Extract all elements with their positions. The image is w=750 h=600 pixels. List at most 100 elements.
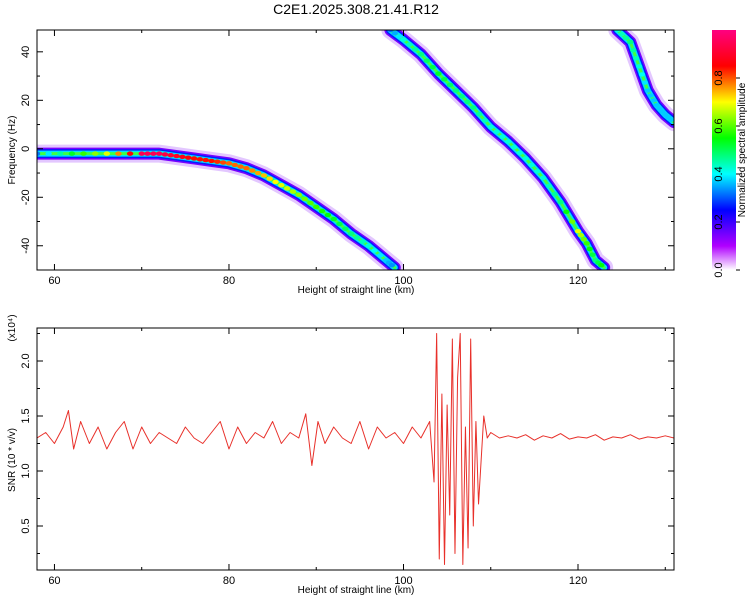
trace-amplitude-blob: [522, 156, 529, 161]
trace-amplitude-blob: [551, 191, 558, 197]
trace-amplitude-blob: [563, 209, 570, 215]
trace-amplitude-blob: [644, 88, 652, 93]
trace-amplitude-blob: [307, 200, 314, 206]
spectrogram-x-ticks: 60 80 100 120: [48, 30, 666, 287]
trace-amplitude-blob: [173, 153, 180, 159]
trace-amplitude-blob: [641, 80, 649, 85]
trace-amplitude-blob: [650, 98, 657, 103]
trace-amplitude-blob: [266, 176, 273, 181]
x-tick-label: 100: [394, 275, 412, 287]
colorbar-gradient: [712, 30, 736, 270]
trace-amplitude-blob: [150, 151, 157, 156]
trace-amplitude-blob: [638, 72, 646, 77]
trace-amplitude-blob: [301, 196, 308, 202]
trace-amplitude-blob: [493, 129, 500, 135]
spectrogram-y-label: Frequency (Hz): [7, 116, 18, 185]
snr-y-scale-label: (x10⁴): [7, 314, 18, 341]
trace-amplitude-blob: [487, 124, 494, 130]
trace-amplitude-blob: [214, 159, 221, 164]
colorbar-tick-label: 0.4: [713, 166, 725, 181]
trace-amplitude-blob: [395, 34, 403, 39]
trace-amplitude-blob: [577, 233, 585, 238]
trace-amplitude-blob: [411, 47, 419, 52]
y-tick-label: 1.5: [20, 408, 32, 423]
trace-amplitude-blob: [80, 151, 87, 156]
y-tick-label: 40: [20, 46, 32, 58]
trace-amplitude-blob: [586, 246, 593, 252]
y-tick-label: 20: [20, 94, 32, 106]
spectrogram-traces: [37, 30, 674, 270]
y-tick-label: -40: [20, 238, 32, 254]
trace-amplitude-blob: [260, 173, 268, 178]
trace-amplitude-blob: [653, 102, 660, 108]
trace-amplitude-blob: [324, 212, 332, 218]
trace-amplitude-blob: [505, 139, 512, 144]
trace-amplitude-blob: [295, 192, 302, 198]
trace-amplitude-blob: [196, 157, 204, 162]
colorbar-tick-label: 0.8: [713, 70, 725, 85]
trace-amplitude-blob: [37, 151, 41, 156]
y-tick-label: 0.5: [20, 518, 32, 533]
trace-amplitude-blob: [103, 151, 111, 156]
trace-amplitude-blob: [353, 235, 361, 240]
trace-amplitude-blob: [57, 151, 64, 156]
trace-amplitude-blob: [388, 262, 396, 268]
trace-amplitude-blob: [237, 164, 244, 169]
y-tick-label: -20: [20, 189, 32, 205]
trace-amplitude-blob: [528, 162, 535, 168]
trace-amplitude-blob: [568, 219, 576, 224]
trace-amplitude-blob: [336, 221, 343, 227]
trace-amplitude-blob: [167, 153, 174, 158]
snr-x-label: Height of straight line (km): [298, 585, 415, 596]
trace-amplitude-blob: [225, 161, 233, 166]
colorbar-tick-label: 0.2: [713, 214, 725, 229]
colorbar-label: Normalized spectral amplitude: [737, 82, 748, 217]
x-tick-label: 80: [223, 575, 235, 587]
trace-amplitude-blob: [446, 82, 454, 88]
trace-amplitude-blob: [185, 155, 192, 160]
trace-amplitude-blob: [365, 243, 372, 248]
trace-amplitude-blob: [429, 64, 436, 70]
snr-series: [37, 333, 674, 565]
trace-amplitude-blob: [539, 175, 547, 181]
x-tick-label: 60: [48, 575, 60, 587]
spectrogram-panel: 60 80 100 120 -40 -20 0 20 40 Height of straigh…: [7, 29, 675, 296]
trace-amplitude-blob: [647, 93, 654, 98]
snr-y-label: SNR (10 * v/v): [7, 428, 18, 492]
trace-amplitude-blob: [278, 182, 285, 188]
trace-amplitude-blob: [614, 30, 621, 33]
trace-amplitude-blob: [179, 154, 186, 160]
trace-amplitude-blob: [406, 42, 413, 47]
trace-amplitude-blob: [481, 118, 489, 123]
trace-amplitude-blob: [347, 231, 355, 236]
spectrogram-x-label: Height of straight line (km): [298, 285, 415, 296]
trace-amplitude-blob: [622, 35, 630, 41]
trace-amplitude-blob: [458, 94, 465, 99]
trace-amplitude-blob: [243, 165, 250, 171]
trace-amplitude-blob: [202, 157, 209, 163]
trace-amplitude-blob: [68, 151, 76, 156]
trace-amplitude-blob: [627, 39, 634, 45]
trace-amplitude-blob: [254, 170, 262, 176]
trace-amplitude-blob: [659, 109, 666, 114]
trace-amplitude-blob: [580, 237, 588, 242]
trace-amplitude-blob: [464, 99, 471, 105]
x-tick-label: 120: [569, 575, 587, 587]
trace-amplitude-blob: [377, 253, 384, 258]
trace-amplitude-blob: [423, 58, 430, 63]
trace-amplitude-blob: [400, 37, 407, 42]
trace-amplitude-blob: [283, 186, 291, 191]
trace-amplitude-blob: [534, 169, 541, 174]
y-tick-label: 1.0: [20, 463, 32, 478]
x-tick-label: 60: [48, 275, 60, 287]
x-tick-label: 80: [223, 275, 235, 287]
snr-line: [37, 333, 674, 565]
trace-amplitude-blob: [545, 183, 553, 189]
trace-amplitude-blob: [391, 31, 398, 36]
trace-amplitude-blob: [138, 151, 145, 156]
snr-x-ticks: 60 80 100 120: [48, 328, 666, 587]
trace-amplitude-blob: [313, 204, 320, 210]
trace-amplitude-blob: [635, 64, 643, 69]
trace-amplitude-blob: [618, 31, 625, 37]
trace-amplitude-blob: [630, 48, 637, 53]
